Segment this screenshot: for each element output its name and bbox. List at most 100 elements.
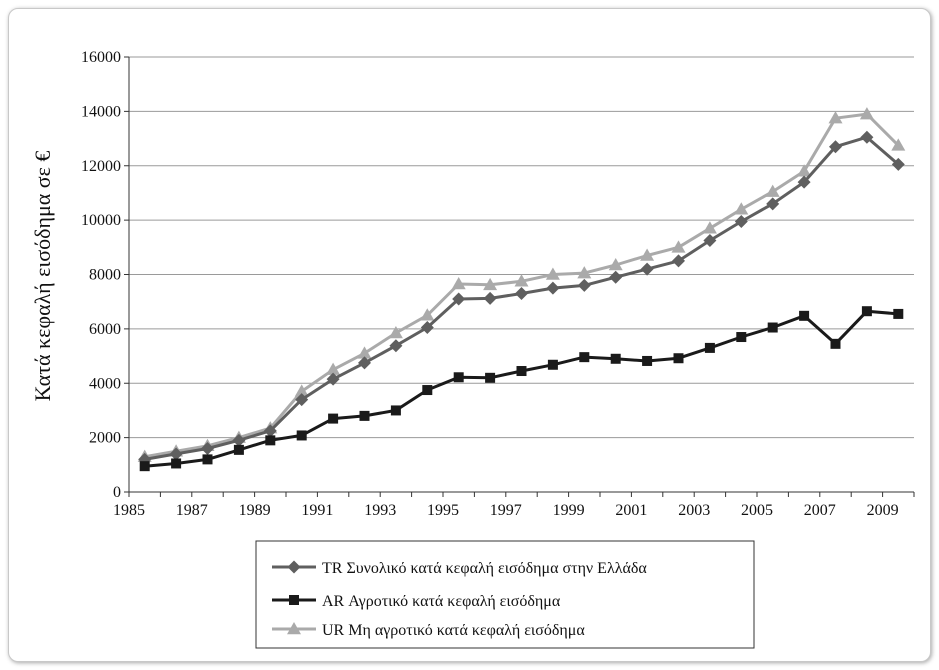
data-point [672,254,685,268]
series-group [137,107,906,472]
data-point [799,310,810,321]
y-tick-label: 0 [113,484,121,501]
y-tick-label: 2000 [89,430,121,447]
data-point [830,338,841,349]
x-tick-label: 2005 [741,502,773,519]
x-tick-label: 1985 [113,502,145,519]
series-triangle [137,107,906,462]
x-tick-label: 1993 [364,502,396,519]
data-point [515,287,528,301]
data-point [453,372,464,383]
data-point [673,353,684,364]
data-point [422,385,433,396]
data-point [829,140,842,154]
y-tick-label: 14000 [81,103,121,120]
legend-marker [289,595,299,605]
data-point [358,356,371,370]
data-point [547,359,558,370]
data-point [328,413,339,424]
y-tick-labels: 0 2000 4000 6000 8000 10000 12000 14000 16000 [81,49,121,501]
y-tick-label: 6000 [89,321,121,338]
data-point [514,274,529,287]
series-diamond [138,130,905,466]
data-point [703,234,717,248]
data-point [766,197,780,211]
data-point [891,138,906,151]
data-point [859,107,874,120]
data-point [828,111,843,124]
data-point [860,130,874,144]
data-point [671,240,686,253]
legend-item: UR Μη αγροτικό κατά κεφαλή εισόδημα [272,622,585,639]
data-point [451,277,466,290]
data-point [610,353,621,364]
data-point [326,372,340,386]
x-tick-label: 2001 [615,502,647,519]
data-point [452,292,466,306]
data-point [388,325,403,339]
data-point [265,435,276,446]
data-point [201,442,214,455]
data-point [171,458,182,469]
data-point [640,248,655,261]
data-point [202,454,213,465]
x-tick-label: 1997 [490,502,522,519]
axes [124,56,915,497]
data-point [609,270,623,284]
data-point [736,332,747,343]
x-tick-labels: 1985 1987 1989 1991 1993 1995 1997 1999 2001 2003… [113,502,899,519]
data-point [263,424,277,438]
data-point [357,346,372,359]
legend-item: TR Συνολικό κατά κεφαλή εισόδημα στην Ελ… [272,560,647,577]
data-point [702,221,717,234]
x-tick-label: 2007 [804,502,836,519]
legend-marker [287,622,301,635]
x-tick-label: 1991 [301,502,333,519]
legend-marker [287,560,301,574]
data-point [734,214,748,228]
data-point [139,461,150,472]
x-tick-label: 1999 [553,502,585,519]
x-tick-label: 1995 [427,502,459,519]
data-point [483,277,498,291]
data-point [767,322,778,333]
x-tick-label: 2003 [678,502,710,519]
data-point [797,175,811,189]
data-point [577,278,591,292]
y-axis-label: Κατά κεφαλή εισόδημα σε € [30,151,55,402]
data-point [640,262,654,276]
data-point [390,405,401,416]
legend-label: UR Μη αγροτικό κατά κεφαλή εισόδημα [322,622,585,639]
data-point [232,433,246,447]
legend-item: AR Αγροτικό κατά κεφαλή εισόδημα [272,593,561,610]
data-point [420,321,434,335]
data-point [579,352,590,363]
data-point [861,306,872,317]
data-point [295,393,309,407]
data-point [296,430,307,441]
data-point [545,267,560,280]
data-point [233,444,244,455]
data-point [642,355,653,366]
x-tick-label: 2009 [867,502,899,519]
data-point [891,157,905,171]
y-tick-label: 16000 [81,49,121,66]
data-point [169,447,183,461]
data-point [577,266,592,279]
legend-box [255,540,755,649]
data-point [326,362,341,375]
y-tick-label: 12000 [81,158,121,175]
data-point [359,410,370,421]
data-point [485,372,496,383]
data-point [294,384,309,397]
data-point [608,257,623,271]
series-line [144,309,899,468]
y-tick-label: 4000 [89,375,121,392]
data-point [516,366,527,377]
data-point [893,308,904,319]
y-tick-label: 8000 [89,267,121,284]
data-point [765,184,780,197]
series-square [139,306,904,472]
data-point [546,281,560,295]
